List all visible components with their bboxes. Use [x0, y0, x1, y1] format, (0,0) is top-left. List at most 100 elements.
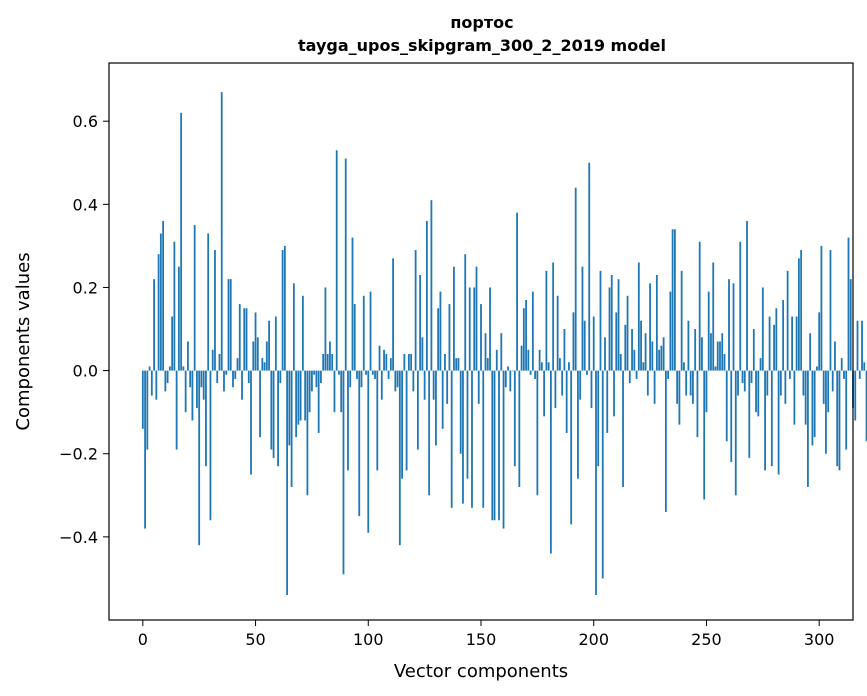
bar — [552, 262, 555, 371]
bar — [775, 308, 778, 371]
bar — [168, 366, 171, 371]
bar — [389, 358, 392, 371]
y-tick-label: −0.4 — [59, 528, 98, 547]
bar — [840, 358, 843, 371]
bar — [685, 370, 688, 396]
bar — [473, 287, 476, 371]
bar — [746, 220, 748, 371]
bar — [311, 370, 313, 392]
bar — [579, 370, 582, 400]
bar — [549, 370, 552, 554]
bar — [816, 366, 818, 371]
bar — [849, 279, 852, 371]
bar — [678, 370, 681, 425]
bar — [516, 212, 518, 371]
bar — [865, 370, 867, 442]
bar — [590, 370, 593, 409]
bar — [229, 279, 232, 371]
bar — [513, 370, 516, 467]
bar — [297, 370, 300, 425]
bar — [459, 370, 462, 454]
x-tick-label: 250 — [691, 630, 722, 649]
bar — [509, 370, 512, 392]
bar — [464, 254, 467, 371]
bar — [777, 370, 780, 475]
bar — [773, 324, 775, 371]
bar — [292, 283, 295, 371]
bar — [279, 370, 282, 384]
bar — [150, 370, 153, 396]
bar — [518, 370, 521, 487]
bar — [486, 358, 489, 371]
bar — [220, 92, 223, 371]
bar — [344, 158, 347, 371]
bar — [793, 370, 796, 425]
bar — [432, 370, 435, 400]
y-tick-label: 0.6 — [73, 112, 98, 131]
bar — [313, 370, 316, 375]
bar — [705, 370, 708, 413]
bar — [306, 370, 309, 496]
bar — [658, 349, 661, 371]
bar — [527, 349, 530, 371]
bar — [707, 291, 710, 371]
bar — [477, 370, 480, 404]
bar — [308, 370, 311, 413]
bar — [419, 274, 422, 371]
bar — [743, 370, 746, 392]
bar — [601, 370, 604, 579]
bar — [784, 370, 787, 404]
bar — [425, 220, 428, 371]
bar — [155, 370, 158, 400]
bar — [804, 370, 807, 425]
bar — [838, 370, 841, 471]
bar — [214, 250, 216, 371]
bar — [599, 270, 602, 371]
bar — [304, 370, 307, 421]
x-axis-label: Vector components — [394, 661, 568, 682]
bar — [662, 337, 665, 371]
bar — [247, 370, 250, 384]
bar — [254, 312, 257, 371]
bar — [245, 308, 248, 371]
bar — [779, 370, 782, 396]
bar — [856, 320, 859, 371]
bar — [651, 341, 654, 371]
bar — [455, 358, 458, 371]
bar — [829, 250, 832, 371]
bar — [205, 370, 207, 467]
bar — [761, 287, 764, 371]
bar — [858, 370, 861, 379]
bar — [225, 370, 228, 375]
bar — [288, 370, 291, 446]
bar — [182, 366, 185, 371]
bar — [358, 370, 361, 517]
bar — [696, 370, 699, 438]
bar — [750, 370, 753, 384]
bar — [554, 370, 557, 409]
bar — [795, 316, 798, 371]
x-tick-label: 150 — [466, 630, 497, 649]
bar — [218, 353, 221, 371]
bar — [166, 370, 169, 384]
bar — [861, 320, 863, 371]
bar — [671, 229, 674, 371]
bar — [216, 370, 219, 384]
bar — [193, 225, 196, 371]
bar — [378, 345, 381, 371]
bar — [272, 370, 275, 458]
bar — [480, 304, 482, 371]
bar — [660, 345, 663, 371]
bar — [335, 150, 338, 371]
bar — [644, 333, 647, 371]
bar — [511, 370, 514, 372]
bar — [392, 258, 394, 371]
bar — [680, 270, 683, 371]
bar — [538, 349, 541, 371]
bar — [673, 229, 676, 371]
bar — [450, 370, 453, 508]
bar — [732, 283, 735, 371]
bar — [556, 295, 559, 371]
y-tick-label: 0.2 — [73, 278, 98, 297]
bar — [162, 220, 165, 371]
